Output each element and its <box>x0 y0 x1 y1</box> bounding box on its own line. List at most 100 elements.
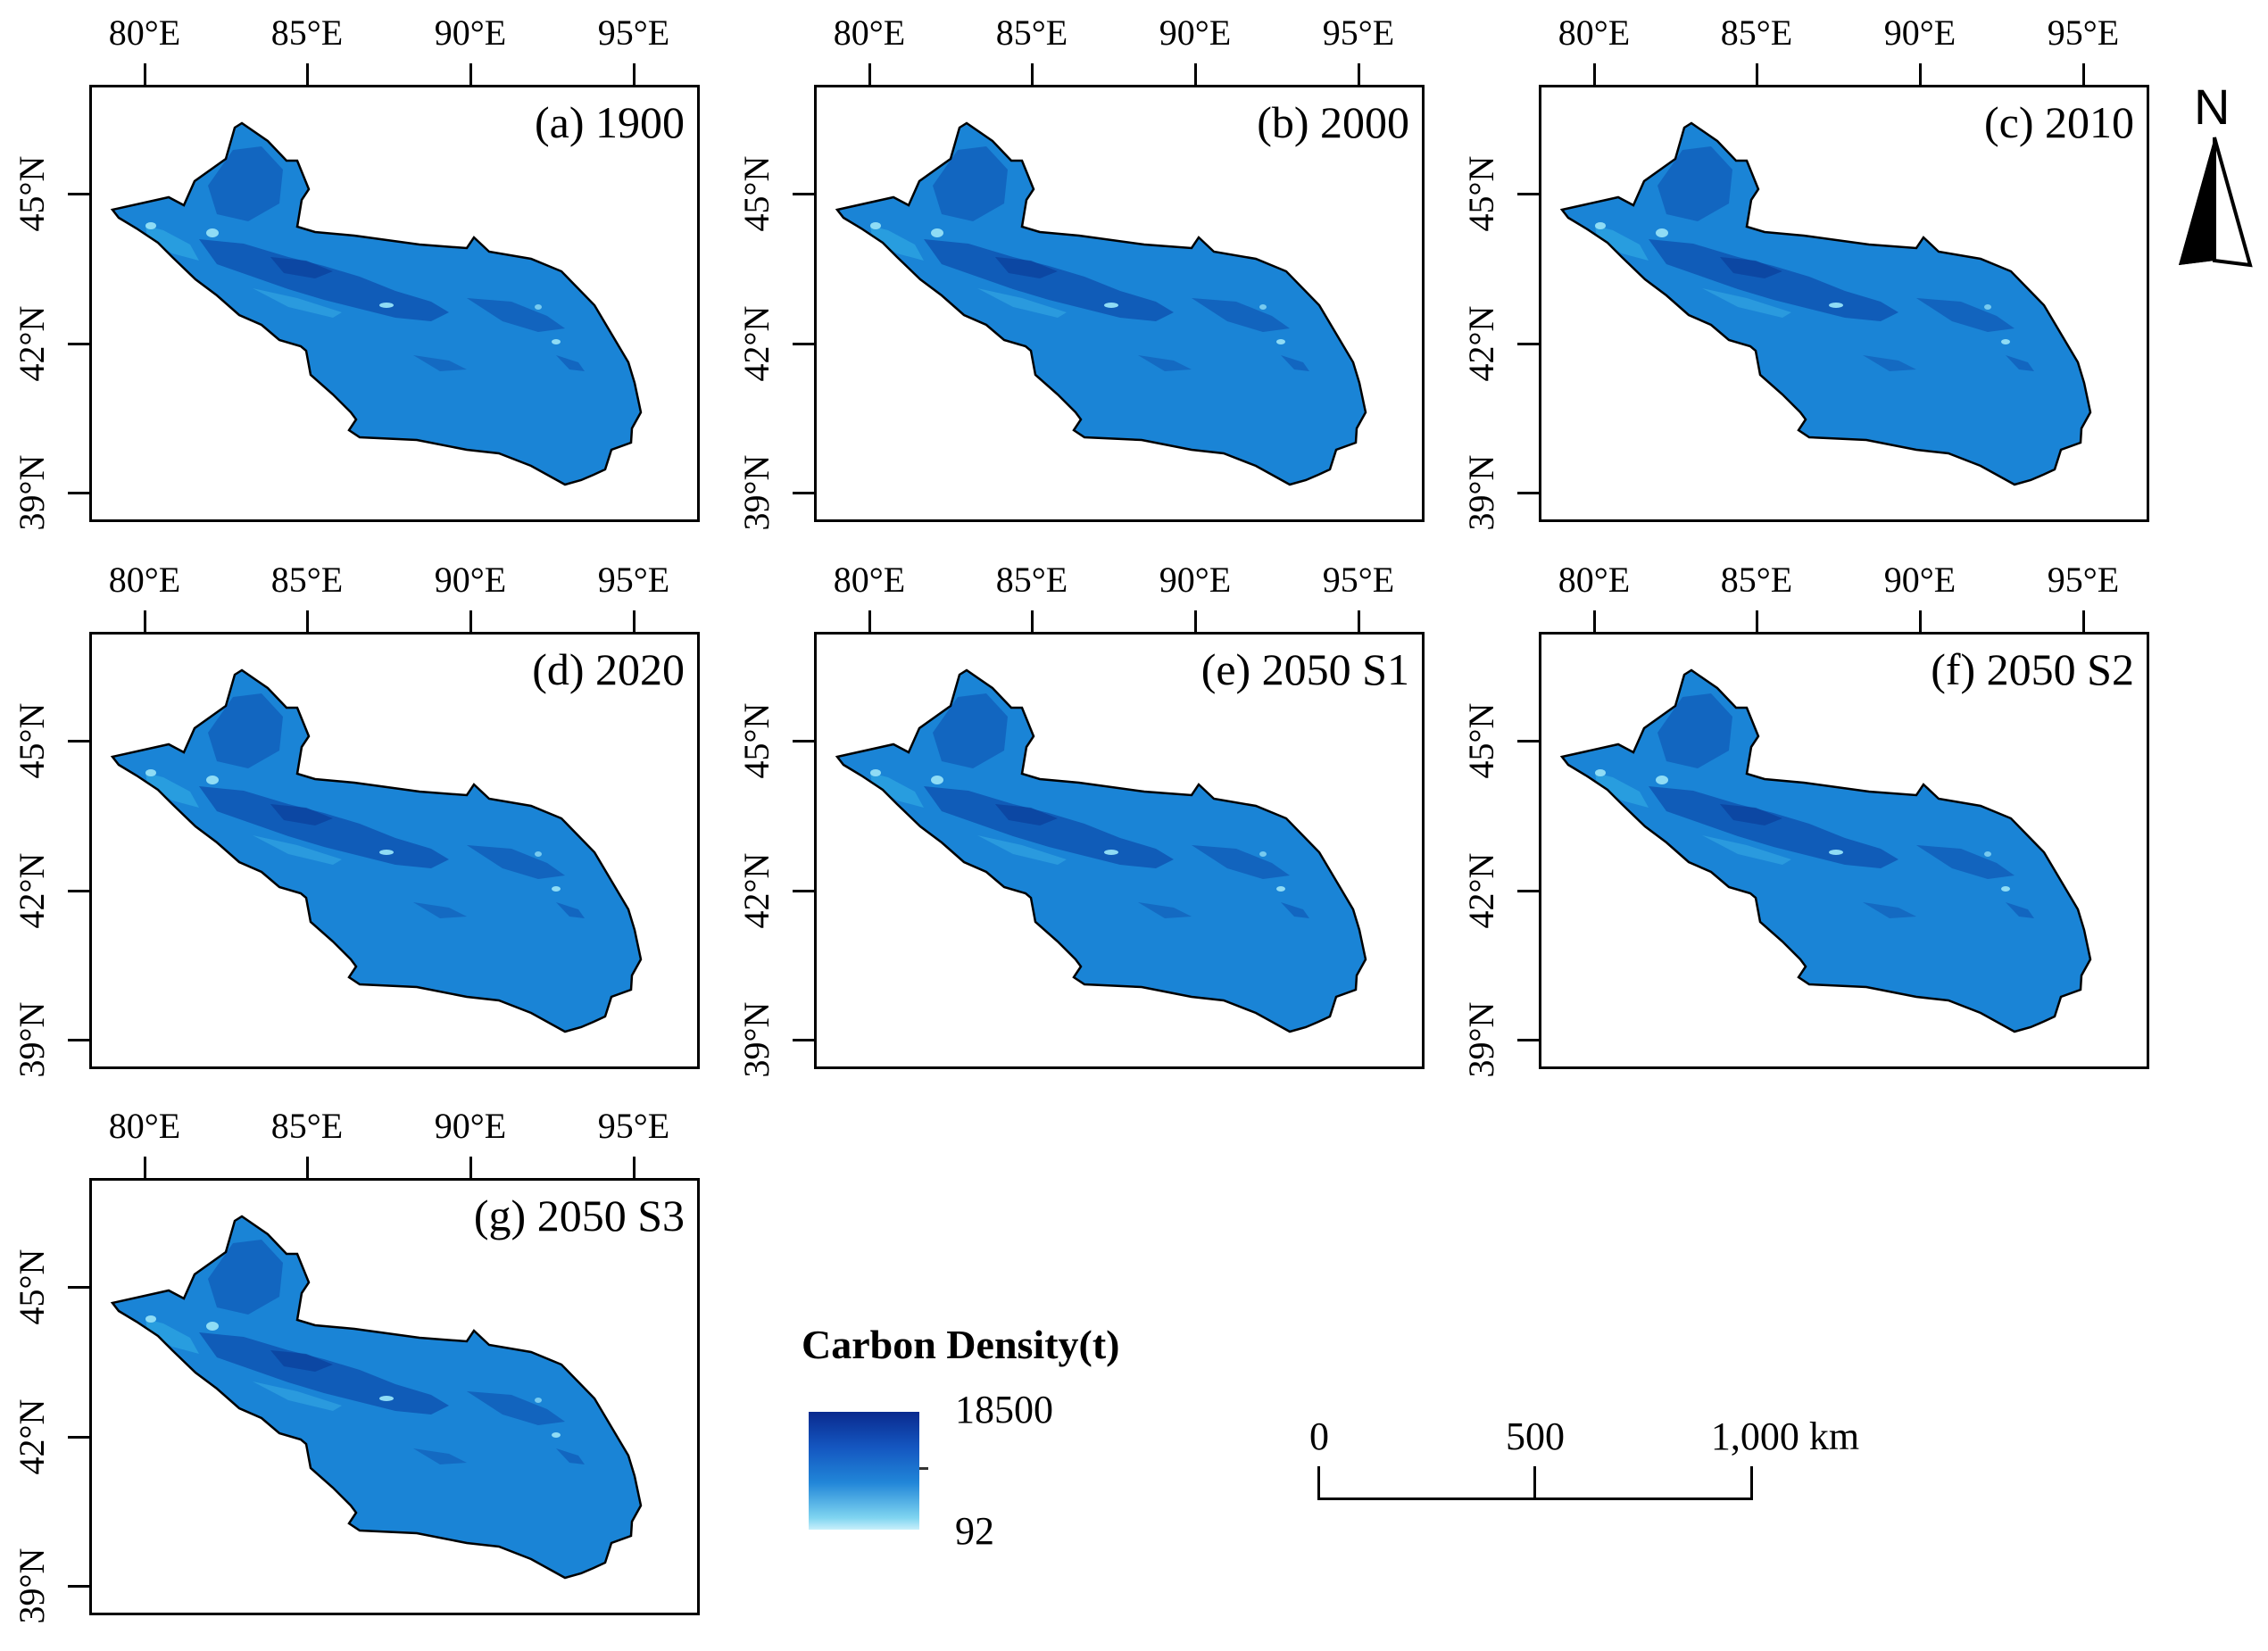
latitude-tick <box>793 1039 814 1041</box>
map-panel: 80°E 85°E 90°E 95°E 45°N 42°N 39°N (g) 2050 S3 <box>12 1108 700 1623</box>
longitude-tick <box>1593 610 1596 632</box>
latitude-label: 45°N <box>736 155 777 232</box>
scale-tick <box>1317 1466 1320 1500</box>
scale-label-0: 0 <box>1309 1415 1329 1458</box>
longitude-label: 90°E <box>1883 12 1956 53</box>
latitude-label: 39°N <box>1461 454 1501 531</box>
longitude-tick <box>868 63 871 85</box>
latitude-label: 42°N <box>1461 305 1501 382</box>
region-map <box>110 1215 643 1580</box>
panel-label: (d) 2020 <box>532 644 685 694</box>
legend-mid-tick <box>919 1467 928 1470</box>
map-frame: (f) 2050 S2 <box>1539 632 2149 1069</box>
longitude-label: 90°E <box>1883 560 1956 600</box>
longitude-tick <box>1919 610 1922 632</box>
latitude-label: 39°N <box>1461 1001 1501 1078</box>
longitude-label: 85°E <box>1720 12 1793 53</box>
longitude-tick <box>469 63 472 85</box>
longitude-tick <box>1194 610 1197 632</box>
map-frame: (d) 2020 <box>89 632 700 1069</box>
longitude-tick <box>2082 63 2085 85</box>
latitude-label: 45°N <box>1461 702 1501 779</box>
longitude-label: 80°E <box>1558 12 1631 53</box>
latitude-tick <box>1517 740 1539 743</box>
longitude-label: 95°E <box>1322 12 1395 53</box>
latitude-tick <box>793 740 814 743</box>
map-panel: 80°E 85°E 90°E 95°E 45°N 42°N 39°N (e) 2050 S1 <box>736 562 1425 1077</box>
latitude-tick <box>793 343 814 345</box>
longitude-tick <box>1593 63 1596 85</box>
longitude-label: 90°E <box>1159 12 1232 53</box>
longitude-label: 85°E <box>270 12 344 53</box>
legend-title: Carbon Density(t) <box>802 1322 1120 1367</box>
latitude-label: 39°N <box>12 454 52 531</box>
latitude-tick <box>793 193 814 195</box>
scale-label-1000: 1,000 km <box>1710 1415 1860 1458</box>
panel-label: (b) 2000 <box>1257 97 1409 147</box>
longitude-label: 80°E <box>833 560 906 600</box>
region-map <box>1559 668 2092 1033</box>
longitude-tick <box>2082 610 2085 632</box>
latitude-tick <box>68 193 89 195</box>
panel-label: (f) 2050 S2 <box>1931 644 2134 694</box>
longitude-tick <box>469 610 472 632</box>
latitude-tick <box>68 890 89 892</box>
latitude-tick <box>1517 890 1539 892</box>
map-frame: (e) 2050 S1 <box>814 632 1425 1069</box>
latitude-label: 42°N <box>736 852 777 929</box>
latitude-tick <box>68 1039 89 1041</box>
longitude-label: 85°E <box>270 560 344 600</box>
latitude-label: 45°N <box>1461 155 1501 232</box>
latitude-tick <box>793 890 814 892</box>
latitude-label: 42°N <box>12 305 52 382</box>
latitude-tick <box>793 492 814 494</box>
latitude-label: 45°N <box>12 702 52 779</box>
map-panel: 80°E 85°E 90°E 95°E 45°N 42°N 39°N (b) 2000 <box>736 15 1425 530</box>
longitude-tick <box>1756 610 1758 632</box>
longitude-tick <box>469 1157 472 1178</box>
latitude-tick <box>68 343 89 345</box>
legend-min-value: 92 <box>955 1509 994 1553</box>
longitude-label: 80°E <box>1558 560 1631 600</box>
latitude-label: 45°N <box>736 702 777 779</box>
map-panel: 80°E 85°E 90°E 95°E 45°N 42°N 39°N (a) 1900 <box>12 15 700 530</box>
longitude-tick <box>1358 610 1360 632</box>
longitude-tick <box>633 610 636 632</box>
longitude-tick <box>1031 63 1034 85</box>
scale-tick <box>1750 1466 1753 1500</box>
latitude-label: 42°N <box>12 1398 52 1475</box>
latitude-label: 42°N <box>736 305 777 382</box>
latitude-label: 39°N <box>736 1001 777 1078</box>
longitude-label: 85°E <box>1720 560 1793 600</box>
north-arrow-icon <box>2179 137 2253 268</box>
legend-max-value: 18500 <box>955 1388 1053 1431</box>
latitude-tick <box>68 1286 89 1289</box>
latitude-tick <box>68 740 89 743</box>
north-letter: N <box>2194 79 2231 135</box>
longitude-tick <box>1358 63 1360 85</box>
map-frame: (g) 2050 S3 <box>89 1178 700 1615</box>
longitude-tick <box>306 63 309 85</box>
longitude-tick <box>633 1157 636 1178</box>
longitude-label: 95°E <box>2047 12 2120 53</box>
map-frame: (b) 2000 <box>814 85 1425 522</box>
latitude-tick <box>68 1436 89 1439</box>
map-frame: (a) 1900 <box>89 85 700 522</box>
longitude-tick <box>1756 63 1758 85</box>
region-map <box>835 121 1367 486</box>
longitude-tick <box>633 63 636 85</box>
latitude-label: 45°N <box>12 1249 52 1325</box>
longitude-label: 95°E <box>597 12 670 53</box>
panel-label: (g) 2050 S3 <box>473 1191 685 1240</box>
region-map <box>110 121 643 486</box>
longitude-label: 90°E <box>434 1106 507 1146</box>
longitude-label: 95°E <box>2047 560 2120 600</box>
longitude-label: 85°E <box>270 1106 344 1146</box>
region-map <box>110 668 643 1033</box>
latitude-tick <box>1517 1039 1539 1041</box>
longitude-tick <box>306 1157 309 1178</box>
longitude-label: 90°E <box>434 12 507 53</box>
longitude-label: 85°E <box>995 560 1068 600</box>
latitude-tick <box>1517 193 1539 195</box>
map-panel: 80°E 85°E 90°E 95°E 45°N 42°N 39°N (c) 2010 <box>1461 15 2149 530</box>
